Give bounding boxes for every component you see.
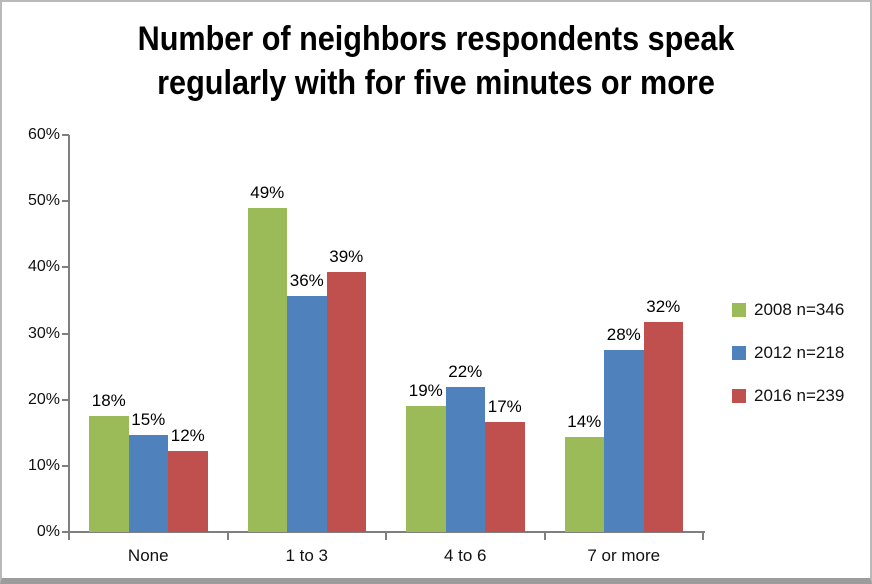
bar-2012-1-to-3: [287, 296, 327, 532]
x-category-label: 7 or more: [587, 546, 661, 565]
y-tick: [62, 266, 69, 269]
bar-data-label: 12%: [170, 426, 205, 446]
y-tick: [62, 398, 69, 401]
bar-data-label: 14%: [567, 411, 602, 431]
chart-title: Number of neighbors respondents speak re…: [137, 20, 735, 102]
x-tick: [226, 532, 229, 540]
y-tick-label: 50%: [27, 192, 60, 210]
bar-data-label: 39%: [329, 246, 364, 266]
legend-label: 2012 n=218: [754, 343, 845, 362]
y-tick-label: 10%: [27, 456, 60, 474]
bar-data-label: 32%: [646, 297, 681, 317]
y-tick: [62, 464, 69, 467]
bar-data-label: 49%: [250, 183, 285, 203]
bar-data-label: 28%: [606, 325, 641, 345]
x-tick: [702, 532, 704, 540]
x-tick: [385, 532, 387, 540]
y-tick: [62, 332, 69, 335]
y-tick-label: 60%: [27, 126, 60, 143]
legend: 2008 n=346 2012 n=218 2016 n=239: [732, 300, 844, 429]
y-tick-label: 20%: [27, 390, 60, 408]
bar-2008-none: [89, 416, 129, 532]
x-category-label: None: [127, 546, 169, 565]
bar-2012-4-to-6: [445, 387, 485, 532]
bar-2008-7-or-more: [564, 436, 604, 532]
legend-label: 2008 n=346: [754, 300, 845, 319]
bar-2016-none: [168, 451, 208, 532]
bar-data-label: 19%: [408, 381, 443, 401]
bar-2016-4-to-6: [485, 422, 525, 532]
y-tick: [62, 134, 69, 136]
legend-swatch-icon: [732, 346, 746, 360]
bar-2008-1-to-3: [247, 208, 287, 532]
y-tick: [62, 200, 69, 203]
bar-data-label: 36%: [289, 271, 324, 291]
x-tick: [68, 532, 70, 540]
bar-data-label: 18%: [91, 391, 126, 411]
bar-data-label: 22%: [448, 362, 483, 382]
bar-2008-4-to-6: [406, 406, 446, 532]
bar-2012-7-or-more: [604, 350, 644, 532]
legend-label: 2016 n=239: [754, 386, 845, 405]
y-tick-label: 30%: [27, 324, 60, 342]
y-axis-line: [68, 135, 70, 533]
legend-swatch-icon: [732, 303, 746, 317]
x-tick: [543, 532, 546, 540]
y-tick-label: 0%: [36, 523, 60, 540]
bar-data-label: 17%: [487, 397, 522, 417]
legend-item: 2016 n=239: [732, 386, 844, 406]
legend-item: 2012 n=218: [732, 343, 844, 363]
y-tick: [62, 531, 69, 533]
x-category-label: 1 to 3: [285, 546, 329, 565]
bar-data-label: 15%: [131, 409, 166, 429]
x-category-label: 4 to 6: [443, 546, 487, 565]
legend-swatch-icon: [732, 389, 746, 403]
bar-2016-7-or-more: [643, 322, 683, 532]
bar-2012-none: [128, 434, 168, 532]
y-tick-label: 40%: [27, 258, 60, 276]
bar-2016-1-to-3: [326, 271, 366, 532]
legend-item: 2008 n=346: [732, 300, 844, 320]
